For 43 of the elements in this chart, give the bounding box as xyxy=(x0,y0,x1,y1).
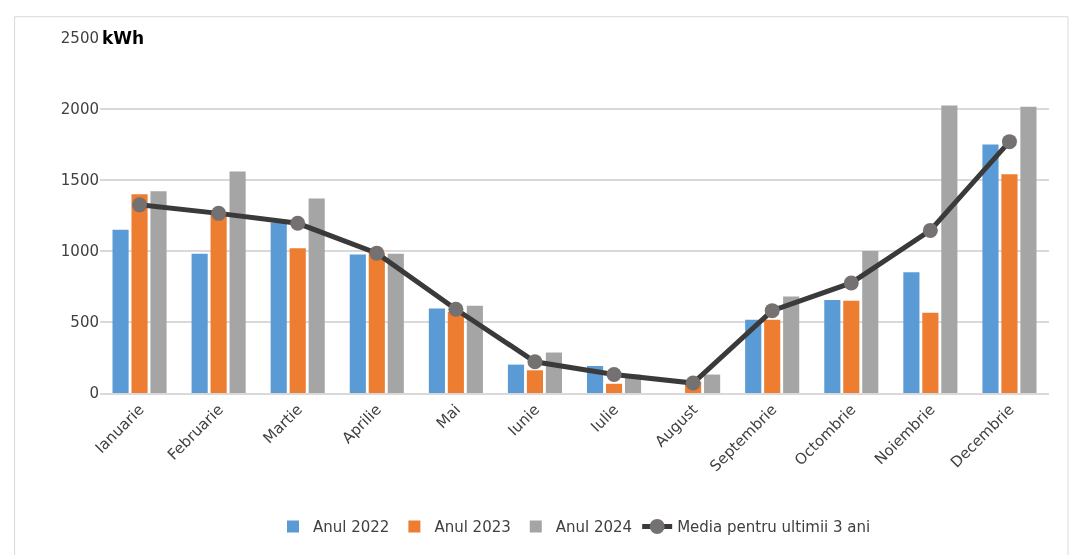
bar xyxy=(824,299,841,393)
bar xyxy=(783,296,800,393)
bar xyxy=(922,312,939,393)
legend-label: Anul 2024 xyxy=(555,518,633,537)
bar xyxy=(112,229,129,393)
bar xyxy=(605,383,623,393)
bar xyxy=(447,312,464,393)
y-tick-label: 0 xyxy=(89,384,99,403)
y-axis-title: kWh xyxy=(102,28,145,48)
y-tick-label: 1000 xyxy=(60,242,99,261)
bar xyxy=(982,144,999,393)
bar xyxy=(210,214,227,393)
bar xyxy=(1001,174,1018,393)
bar xyxy=(764,319,781,393)
bar xyxy=(387,253,404,393)
bar xyxy=(941,105,958,393)
legend-label: Anul 2023 xyxy=(434,518,511,537)
bar xyxy=(843,300,860,393)
bar xyxy=(289,248,306,393)
bar xyxy=(349,254,366,393)
bar xyxy=(704,374,721,393)
bar xyxy=(526,370,544,393)
y-tick-label: 500 xyxy=(70,313,99,332)
x-tick-label: Mai xyxy=(432,400,465,432)
bar xyxy=(862,251,879,393)
bar xyxy=(903,272,920,393)
bar xyxy=(507,364,525,393)
y-tick-label: 2000 xyxy=(60,100,99,119)
bar xyxy=(368,252,385,393)
y-tick-label: 2500 xyxy=(60,29,99,48)
bar xyxy=(229,171,246,393)
bar xyxy=(428,308,445,393)
y-tick-label: 1500 xyxy=(60,171,99,190)
legend-label: Anul 2022 xyxy=(313,518,390,537)
bar xyxy=(745,319,762,393)
bar xyxy=(1020,106,1037,393)
bar xyxy=(466,305,483,393)
bar xyxy=(131,194,148,393)
bar xyxy=(150,191,167,393)
bar xyxy=(308,198,325,393)
bar xyxy=(191,253,208,393)
bar xyxy=(270,222,287,393)
legend-label: Media pentru ultimii 3 ani xyxy=(677,518,871,537)
